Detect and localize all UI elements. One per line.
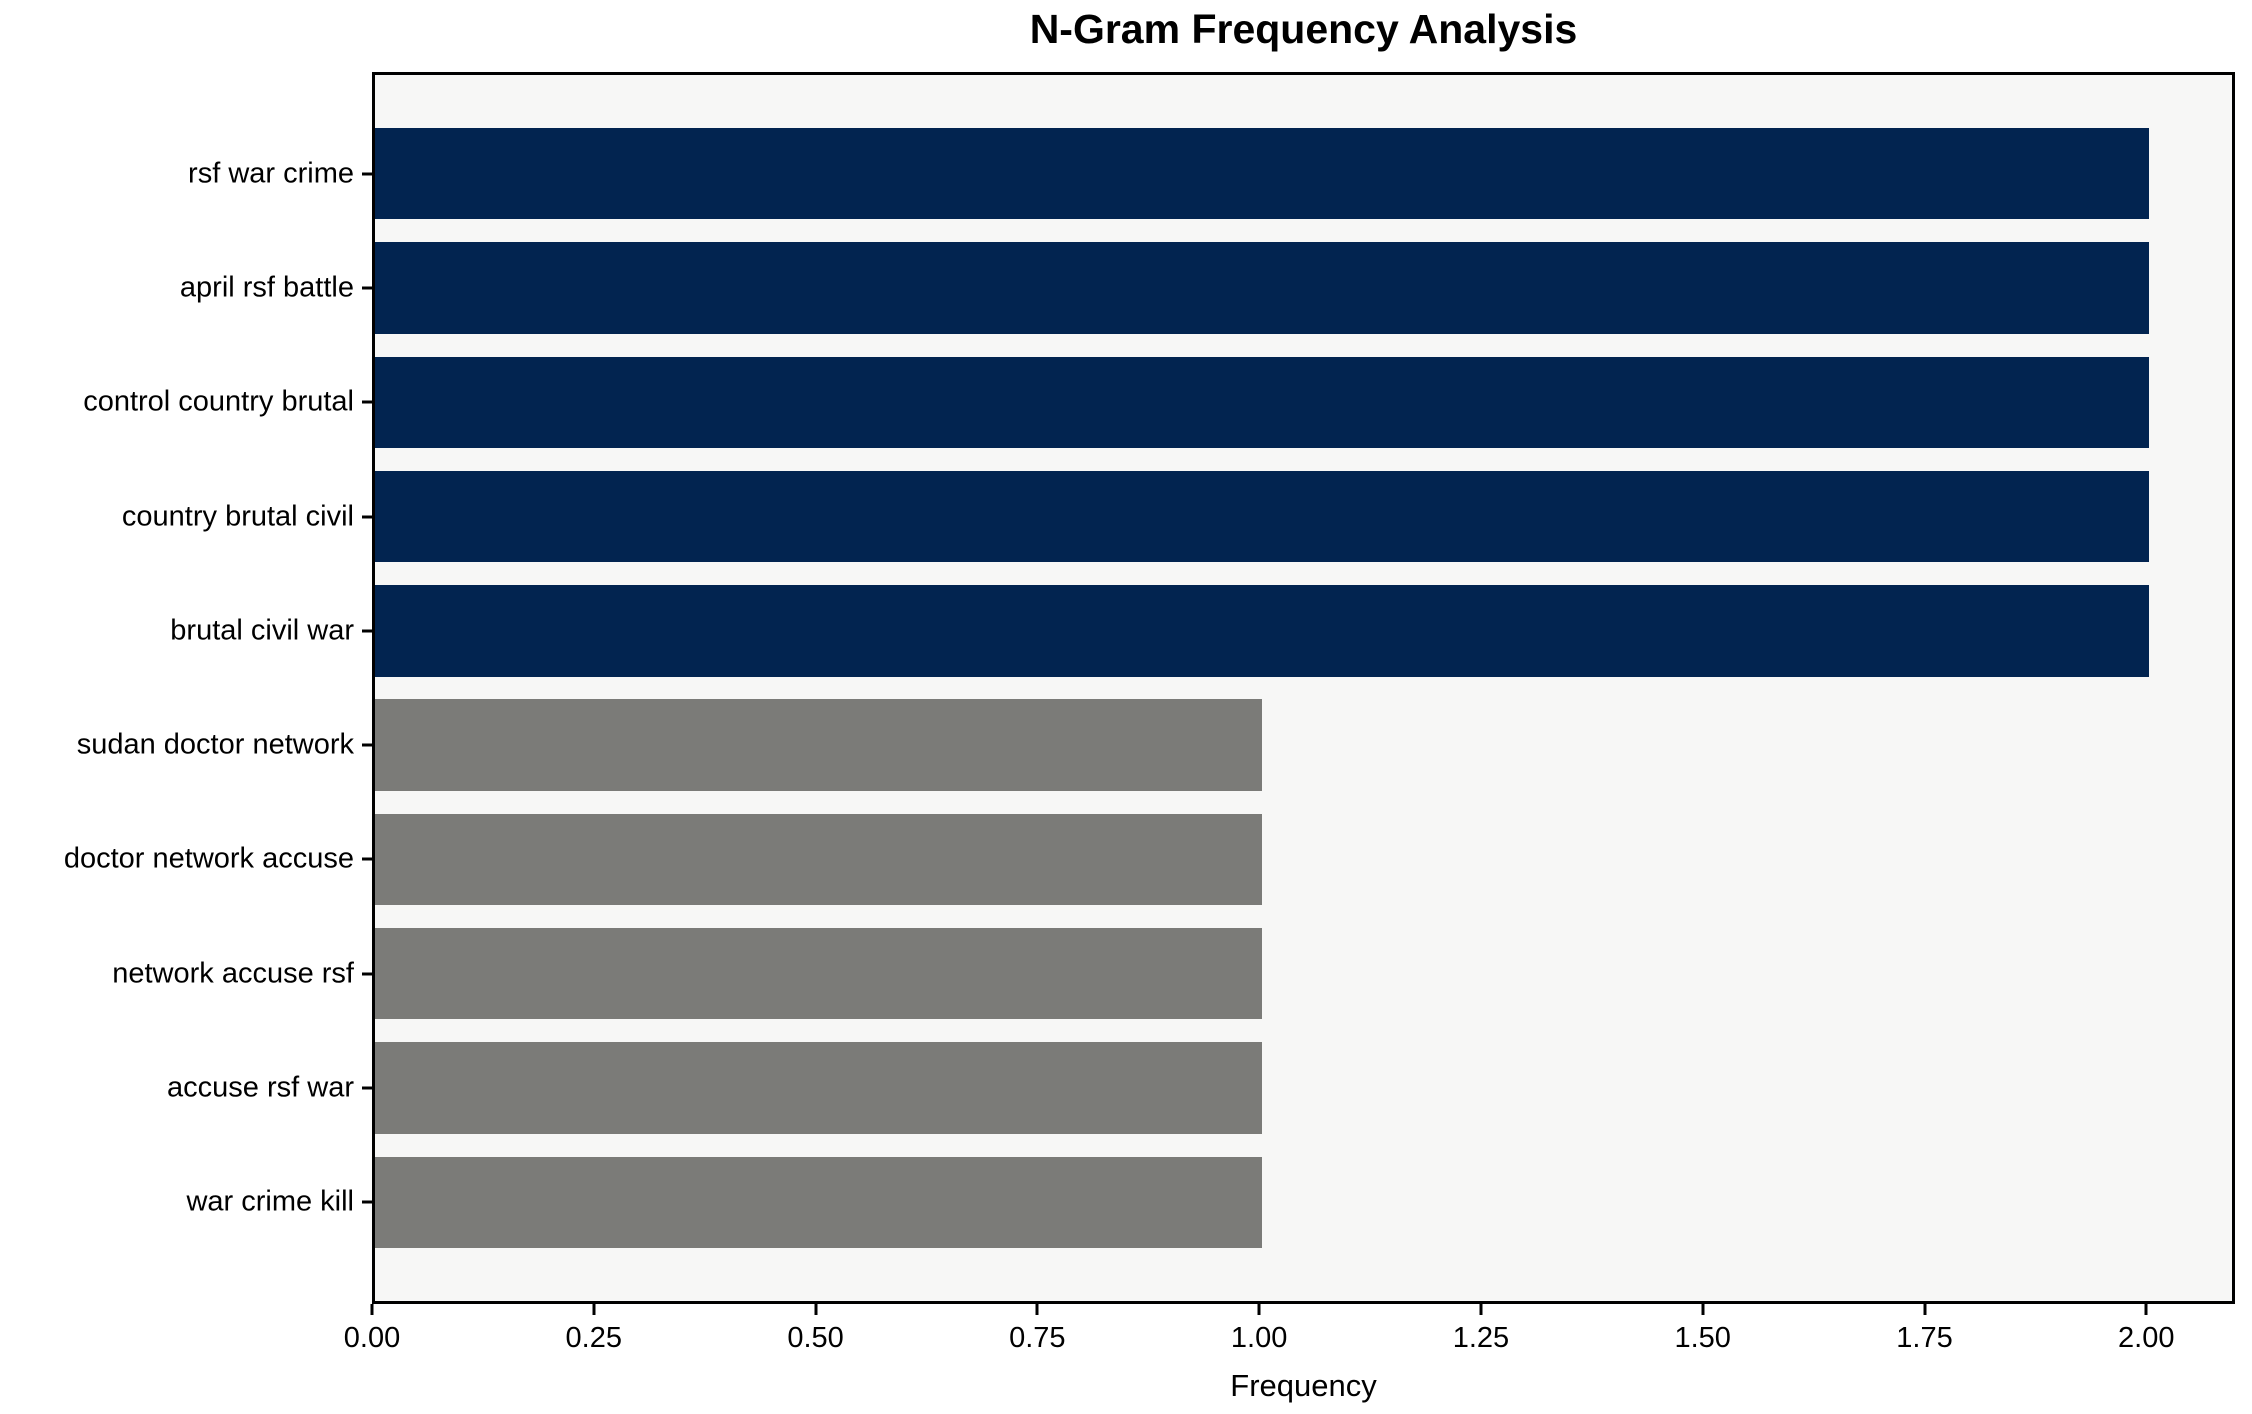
y-tick-mark: [362, 857, 372, 861]
x-tick-mark: [2144, 1304, 2148, 1315]
y-tick-mark: [362, 172, 372, 176]
bar: [375, 585, 2150, 677]
y-tick-label: sudan doctor network: [76, 728, 354, 761]
x-tick-mark: [1701, 1304, 1705, 1315]
x-tick-mark: [592, 1304, 596, 1315]
x-tick-label: 0.00: [343, 1322, 401, 1354]
y-tick-mark: [362, 286, 372, 290]
bar: [375, 699, 1263, 791]
x-tick-mark: [370, 1304, 374, 1315]
y-tick-label: control country brutal: [83, 385, 354, 418]
x-tick-label: 1.75: [1896, 1322, 1953, 1354]
y-tick-label: april rsf battle: [179, 271, 354, 304]
plot-area: [372, 72, 2235, 1304]
y-tick-label: brutal civil war: [170, 614, 354, 647]
y-tick-label: country brutal civil: [121, 500, 354, 533]
bar: [375, 356, 2150, 448]
y-tick-label: war crime kill: [186, 1185, 354, 1218]
y-tick-mark: [362, 1200, 372, 1204]
x-tick-mark: [1923, 1304, 1926, 1315]
y-tick-mark: [362, 1086, 372, 1090]
y-tick-mark: [362, 972, 372, 976]
x-tick-mark: [1035, 1304, 1039, 1315]
y-tick-mark: [362, 400, 372, 404]
bar: [375, 813, 1263, 906]
x-tick-mark: [1479, 1304, 1483, 1315]
x-tick-label: 1.50: [1674, 1322, 1731, 1354]
bar: [375, 128, 2150, 220]
y-tick-mark: [362, 743, 372, 747]
bar: [375, 928, 1263, 1020]
y-tick-mark: [362, 515, 372, 519]
bar: [375, 242, 2150, 334]
x-tick-mark: [1257, 1304, 1261, 1315]
x-tick-label: 0.50: [787, 1322, 844, 1354]
x-tick-mark: [814, 1304, 818, 1315]
y-tick-label: network accuse rsf: [112, 957, 354, 990]
y-tick-label: rsf war crime: [188, 157, 354, 190]
x-tick-label: 1.00: [1230, 1322, 1288, 1354]
bar: [375, 1042, 1263, 1134]
y-tick-mark: [362, 629, 372, 633]
x-tick-label: 1.25: [1452, 1322, 1510, 1354]
chart-title: N-Gram Frequency Analysis: [1029, 6, 1578, 52]
bar: [375, 1156, 1263, 1248]
bar: [375, 470, 2150, 563]
y-tick-label: doctor network accuse: [63, 842, 354, 875]
x-tick-label: 0.25: [565, 1322, 623, 1354]
x-tick-label: 2.00: [2118, 1322, 2175, 1354]
x-tick-label: 0.75: [1009, 1322, 1066, 1354]
y-tick-label: accuse rsf war: [167, 1071, 354, 1104]
x-axis-label: Frequency: [1230, 1368, 1377, 1403]
